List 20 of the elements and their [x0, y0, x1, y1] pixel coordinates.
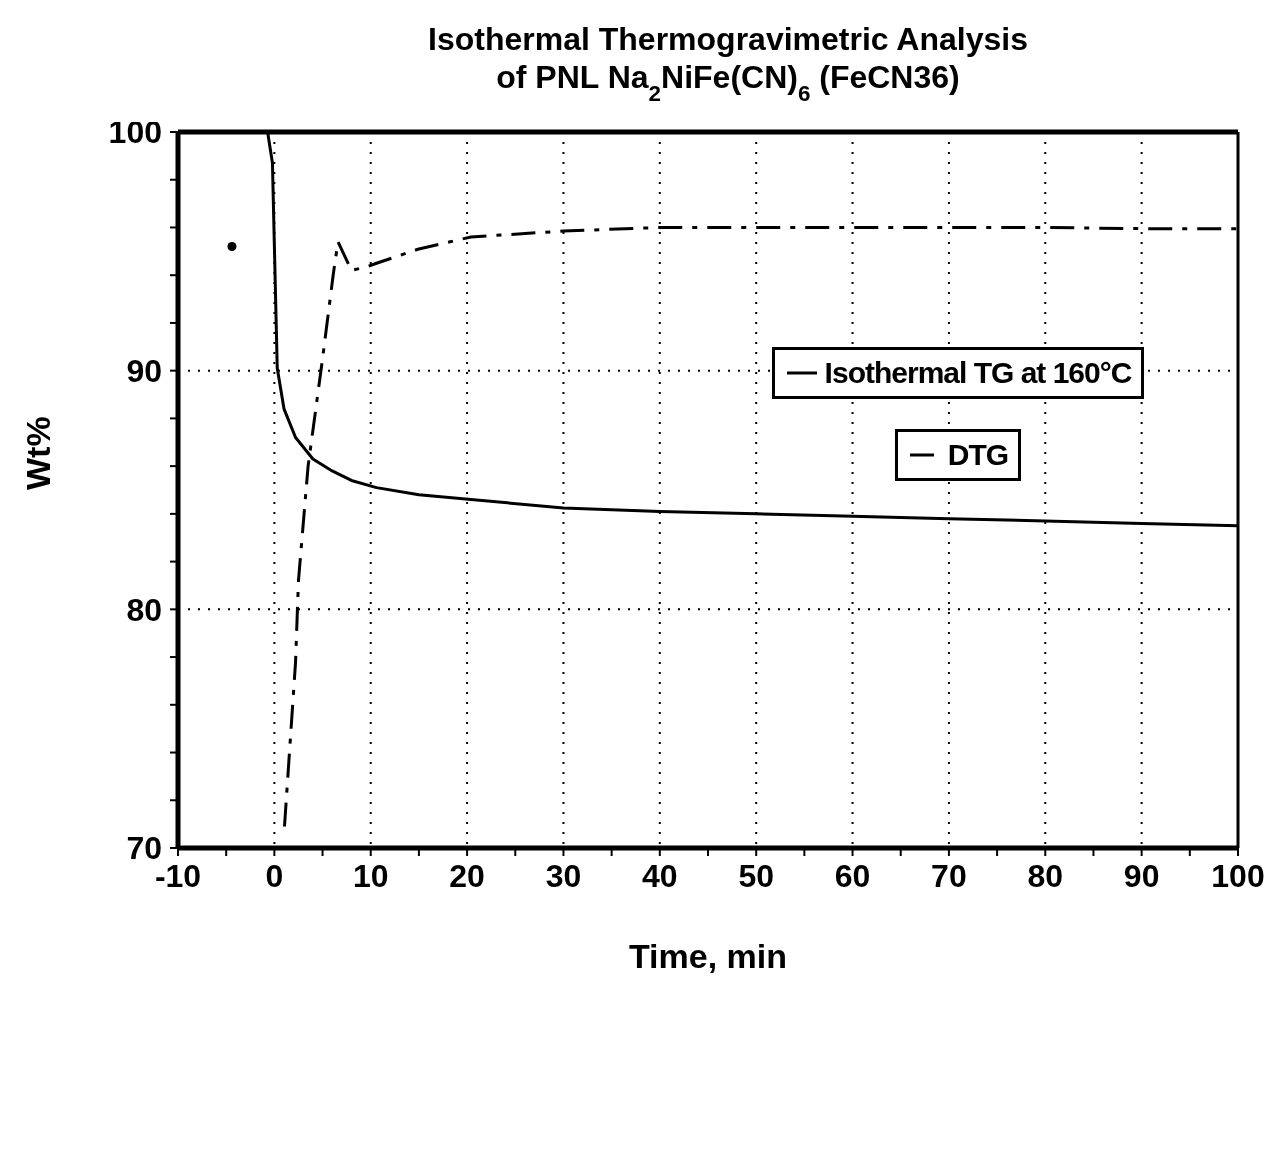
- legend-label: Isothermal TG at 160°C: [824, 356, 1132, 390]
- chart-title: Isothermal Thermogravimetric Analysis: [428, 21, 1028, 57]
- x-tick-label: 20: [449, 857, 485, 894]
- x-tick-label: 40: [642, 857, 678, 894]
- x-tick-label: 100: [1211, 857, 1265, 894]
- x-tick-label: 90: [1123, 857, 1160, 894]
- x-tick-label: 30: [545, 857, 582, 894]
- legend-label: DTG: [947, 438, 1009, 472]
- x-tick-label: 10: [352, 857, 389, 894]
- x-tick-label: 60: [834, 857, 871, 894]
- y-axis-title: Wt%: [19, 416, 58, 490]
- x-tick-label: 50: [738, 857, 774, 894]
- x-tick-label: 70: [931, 857, 967, 894]
- y-tick-label: 90: [126, 353, 162, 390]
- x-tick-label: 80: [1027, 857, 1064, 894]
- x-tick-label: 0: [265, 857, 284, 894]
- y-tick-label: 70: [126, 830, 162, 867]
- chart-subtitle: of PNL Na$_{2}$NiFe(CN)$_{6}$ (FeCN36): [496, 59, 960, 106]
- y-tick-label: 80: [126, 591, 162, 628]
- x-axis-title: Time, min: [628, 937, 788, 975]
